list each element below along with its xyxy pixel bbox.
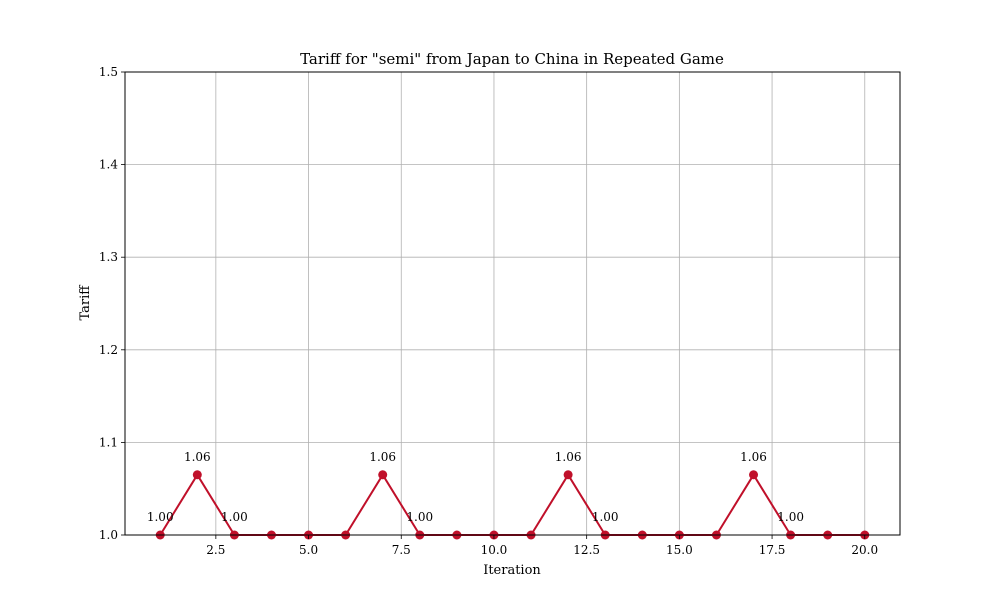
data-point: [378, 470, 388, 480]
data-label: 1.00: [777, 510, 804, 524]
x-tick-label: 15.0: [666, 543, 693, 557]
ticks: 2.5 5.0 7.5 10.0 12.5 15.0 17.5 20.0 1.0 1.1 1.2 1.…: [99, 65, 878, 557]
x-axis-label: Iteration: [483, 563, 541, 578]
data-label: 1.06: [369, 450, 396, 464]
x-tick-label: 12.5: [573, 543, 600, 557]
data-point: [749, 470, 759, 480]
data-point: [563, 470, 573, 480]
x-tick-label: 2.5: [206, 543, 225, 557]
y-axis-label: Tariff: [78, 284, 93, 321]
y-tick-label: 1.2: [99, 343, 118, 357]
chart-title: Tariff for "semi" from Japan to China in…: [300, 50, 724, 68]
y-tick-label: 1.3: [99, 250, 118, 264]
x-tick-label: 10.0: [481, 543, 508, 557]
data-label: 1.00: [592, 510, 619, 524]
data-label: 1.06: [740, 450, 767, 464]
data-point: [192, 470, 202, 480]
x-tick-label: 17.5: [759, 543, 786, 557]
plot-frame: [124, 71, 901, 536]
y-tick-label: 1.0: [99, 528, 118, 542]
y-tick-label: 1.1: [99, 435, 118, 449]
x-tick-label: 20.0: [851, 543, 878, 557]
data-label: 1.00: [147, 510, 174, 524]
data-label: 1.00: [221, 510, 248, 524]
y-tick-label: 1.5: [99, 65, 118, 79]
data-labels: 1.00 1.06 1.00 1.06 1.00 1.06 1.00 1.06 1.00: [147, 450, 804, 524]
data-label: 1.06: [184, 450, 211, 464]
data-label: 1.00: [406, 510, 433, 524]
x-tick-label: 7.5: [392, 543, 411, 557]
data-label: 1.06: [555, 450, 582, 464]
x-tick-label: 5.0: [299, 543, 318, 557]
y-tick-label: 1.4: [99, 158, 118, 172]
